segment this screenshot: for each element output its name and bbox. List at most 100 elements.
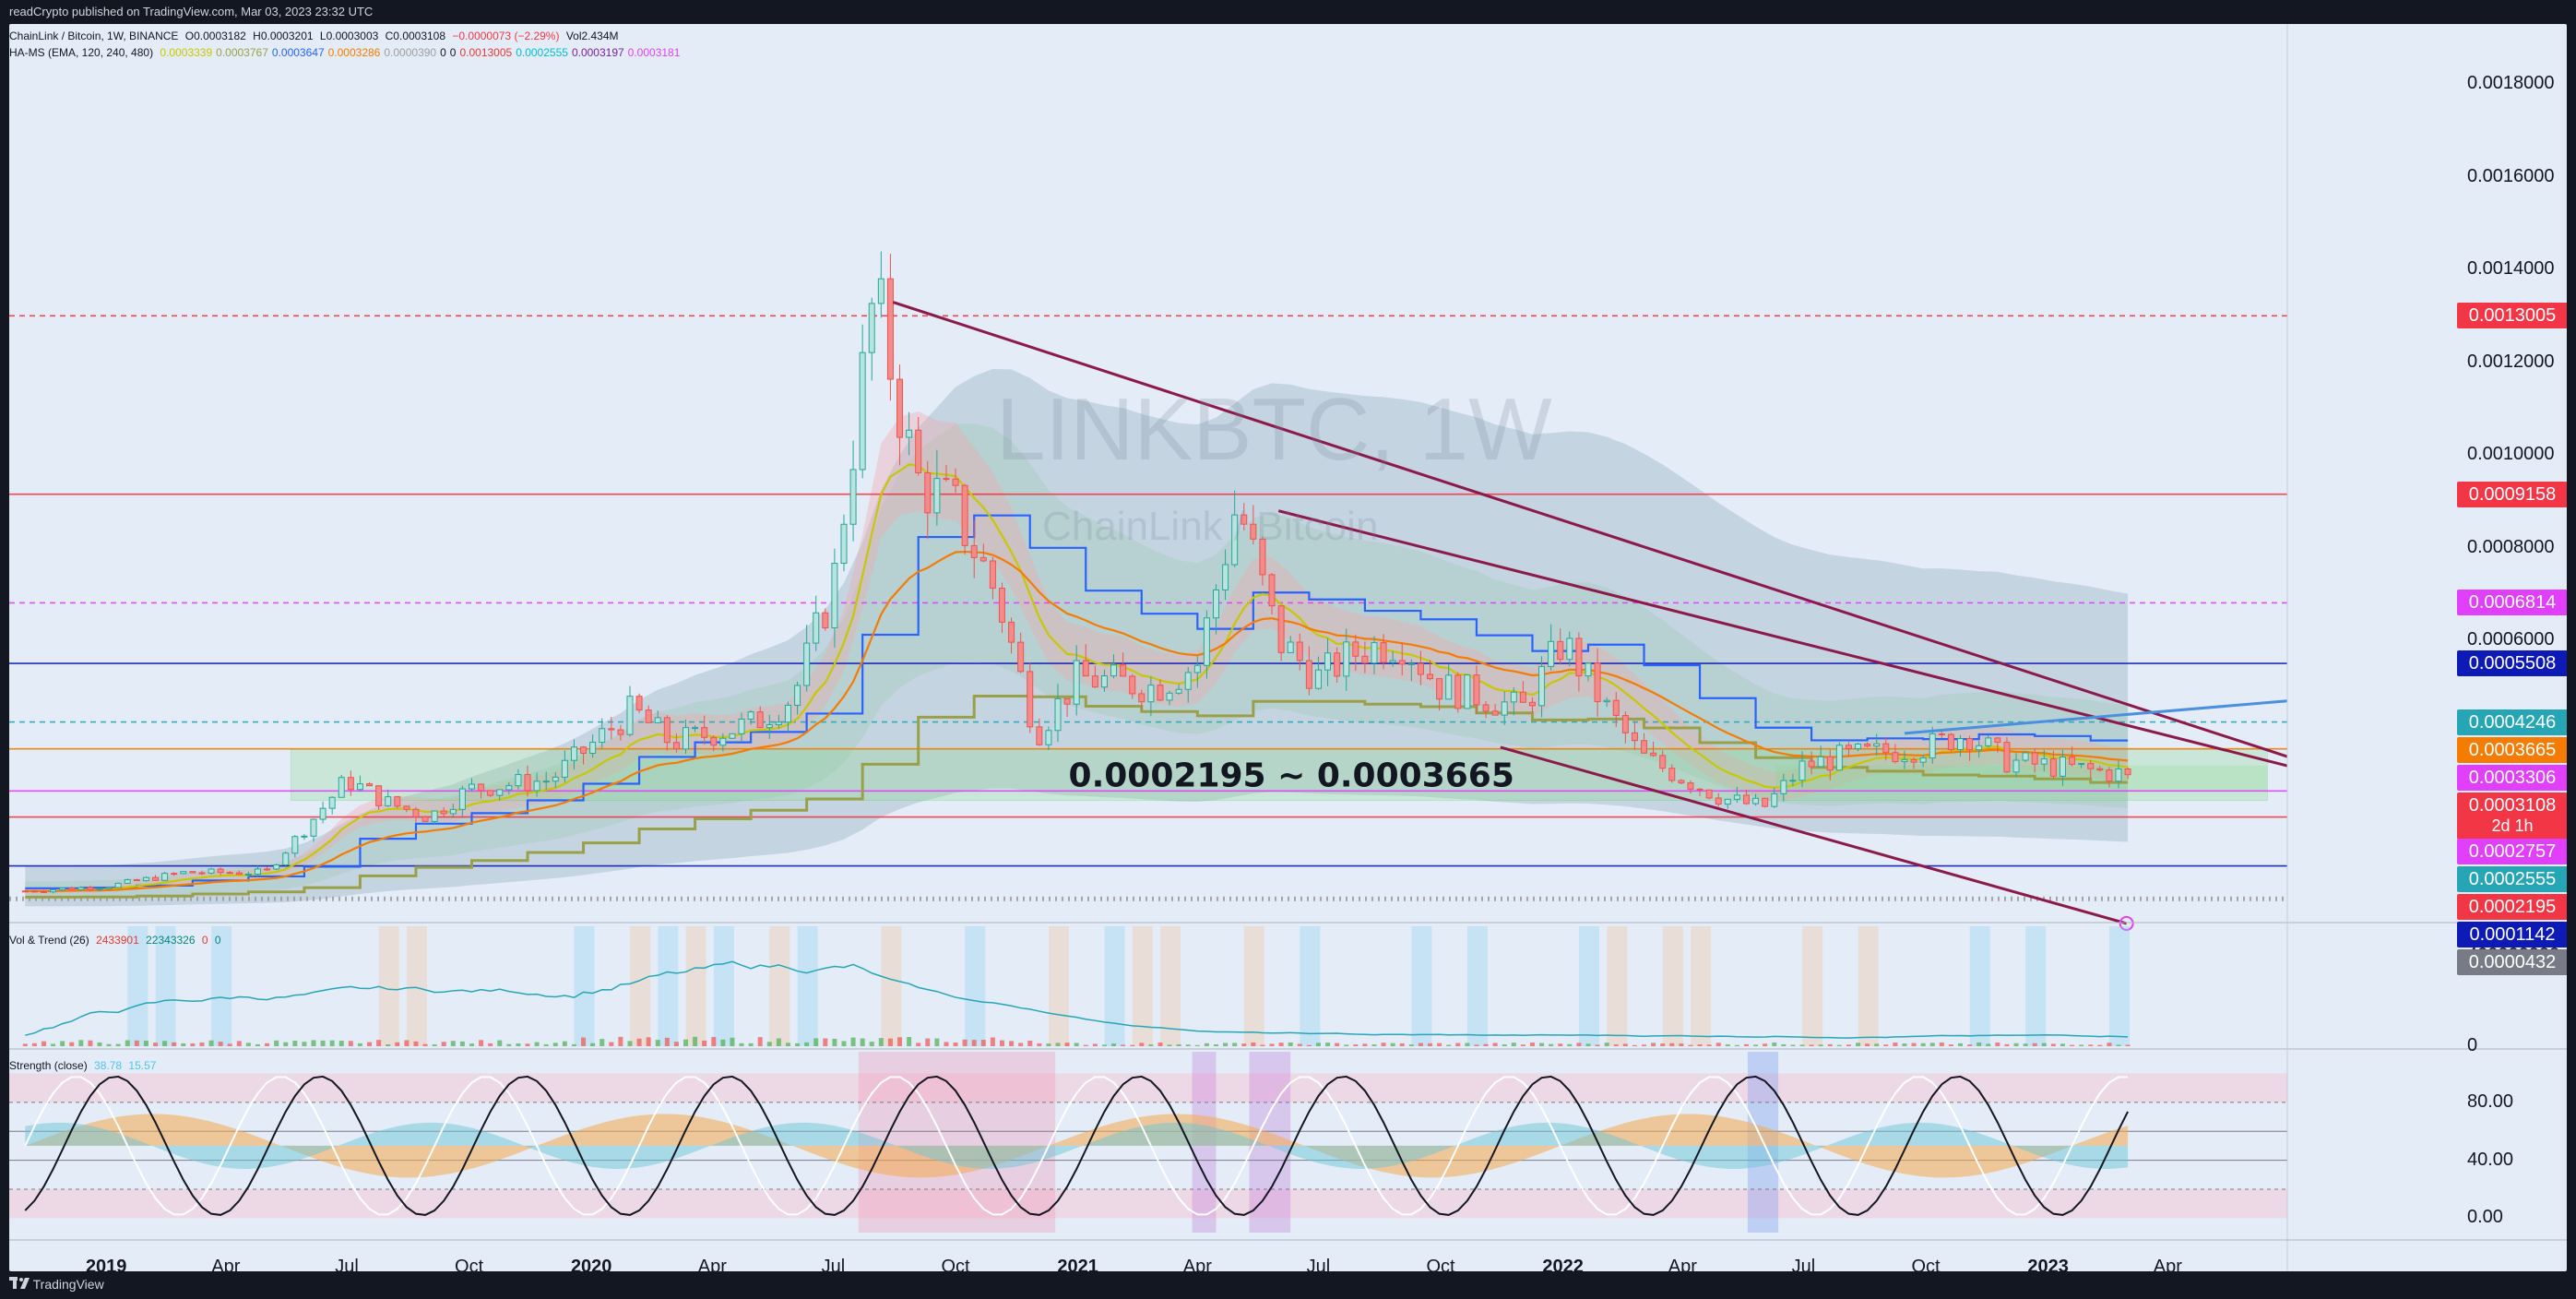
- volume-bar: [1204, 1043, 1209, 1046]
- ema-line-orange: [25, 550, 2129, 892]
- volume-bar: [1399, 1043, 1405, 1046]
- trend-band: [1466, 926, 1488, 1046]
- volume-bar: [404, 1040, 410, 1046]
- candle-body: [394, 796, 401, 807]
- volume-bar: [479, 1040, 484, 1046]
- volume-bar: [2032, 1043, 2037, 1046]
- volume-bar: [887, 1038, 893, 1046]
- volume-bar: [971, 1040, 977, 1046]
- volume-bar: [1315, 1043, 1321, 1046]
- volume-bar: [1027, 1040, 1033, 1046]
- volume-bar: [1558, 1043, 1563, 1046]
- trend-band: [1300, 926, 1321, 1046]
- candle-body: [152, 876, 160, 881]
- volume-bar: [944, 1042, 949, 1046]
- candle-body: [1612, 699, 1620, 717]
- candle-body: [1287, 641, 1294, 653]
- candle-body: [1063, 697, 1071, 705]
- price-tag: 0.0001142: [2457, 921, 2567, 947]
- volume-bar: [748, 1043, 754, 1046]
- candle-body: [672, 742, 680, 750]
- candle-body: [1956, 738, 1964, 750]
- chart-canvas[interactable]: 0.0002195 ~ 0.0003665: [9, 24, 2567, 1271]
- candle-body: [133, 879, 140, 882]
- volume-bar: [1967, 1044, 1973, 1046]
- volume-bar: [1055, 1043, 1061, 1046]
- volume-bar: [962, 1039, 967, 1046]
- time-axis-tick: 2019: [85, 1257, 127, 1271]
- candle-body: [1762, 797, 1769, 807]
- volume-bar: [376, 1040, 382, 1046]
- chart-frame[interactable]: 0.0002195 ~ 0.0003665 LINKBTC, 1W ChainL…: [9, 24, 2567, 1271]
- time-axis-tick: Oct: [1426, 1257, 1455, 1271]
- volume-bar: [162, 1041, 168, 1046]
- legend-symbol: ChainLink / Bitcoin, 1W, BINANCE: [9, 30, 179, 42]
- candle-body: [561, 759, 568, 778]
- candle-body: [1650, 752, 1657, 757]
- volume-bar: [1865, 1043, 1870, 1046]
- candle-body: [96, 888, 103, 890]
- candle-body: [1733, 794, 1740, 800]
- volume-bar: [525, 1043, 530, 1046]
- volume-bar: [1223, 1043, 1229, 1046]
- candle-body: [1259, 538, 1266, 576]
- volume-bar: [1251, 1042, 1256, 1046]
- volume-bar: [823, 1038, 828, 1046]
- highlight-band: [858, 1052, 1056, 1233]
- volume-bar: [599, 1039, 605, 1046]
- volume-bar: [2004, 1043, 2010, 1046]
- volume-bar: [1622, 1043, 1628, 1046]
- trend-band: [658, 926, 679, 1046]
- candle-body: [1100, 675, 1108, 688]
- volume-bar: [1167, 1044, 1172, 1046]
- volume-bar: [934, 1038, 940, 1046]
- candle-body: [1566, 638, 1573, 661]
- candle-body: [952, 478, 959, 486]
- volume-bar: [2013, 1043, 2019, 1046]
- volume-bar: [673, 1042, 679, 1046]
- strength-layer: [9, 1052, 2287, 1233]
- candle-body: [533, 781, 540, 792]
- candle-body: [1752, 797, 1760, 804]
- volume-bar: [878, 1038, 884, 1046]
- volume-bar: [1139, 1043, 1145, 1046]
- vol-trend-value-4: 0: [214, 934, 221, 947]
- candle-body: [21, 890, 29, 893]
- volume-bar: [265, 1043, 270, 1046]
- volume-bar: [1790, 1044, 1796, 1046]
- candle-body: [1427, 673, 1434, 680]
- candle-body: [1742, 794, 1750, 804]
- time-axis-tick: Jul: [335, 1257, 359, 1271]
- trend-band: [1411, 926, 1432, 1046]
- time-axis-tick: Apr: [1668, 1257, 1697, 1271]
- candle-body: [1557, 640, 1564, 661]
- candle-body: [803, 642, 811, 686]
- volume-bar: [850, 1037, 856, 1046]
- time-axis-tick: Apr: [2153, 1257, 2182, 1271]
- time-axis-tick: Oct: [941, 1257, 970, 1271]
- candle-body: [1835, 745, 1843, 771]
- candle-body: [1985, 737, 1992, 746]
- volume-bar: [590, 1043, 596, 1046]
- candle-body: [1705, 789, 1713, 799]
- strength-line-black: [24, 1075, 2129, 1216]
- candle-body: [906, 429, 913, 438]
- candle-body: [896, 378, 904, 438]
- volume-bar: [1883, 1044, 1889, 1046]
- volume-bar: [1353, 1044, 1359, 1046]
- time-axis-tick: 2022: [1542, 1257, 1584, 1271]
- overbought-band: [9, 1073, 2287, 1102]
- volume-bar: [125, 1040, 130, 1046]
- candle-body: [375, 785, 383, 806]
- volume-bar: [813, 1038, 819, 1046]
- candle-body: [1445, 674, 1453, 700]
- candle-body: [1826, 756, 1834, 771]
- volume-bar: [776, 1038, 781, 1046]
- trend-band: [630, 926, 651, 1046]
- volume-bar: [506, 1043, 512, 1046]
- candle-body: [2106, 769, 2113, 782]
- volume-bar: [990, 1037, 995, 1046]
- candle-body: [319, 807, 326, 820]
- volume-bar: [1428, 1043, 1433, 1046]
- candle-body: [338, 777, 345, 798]
